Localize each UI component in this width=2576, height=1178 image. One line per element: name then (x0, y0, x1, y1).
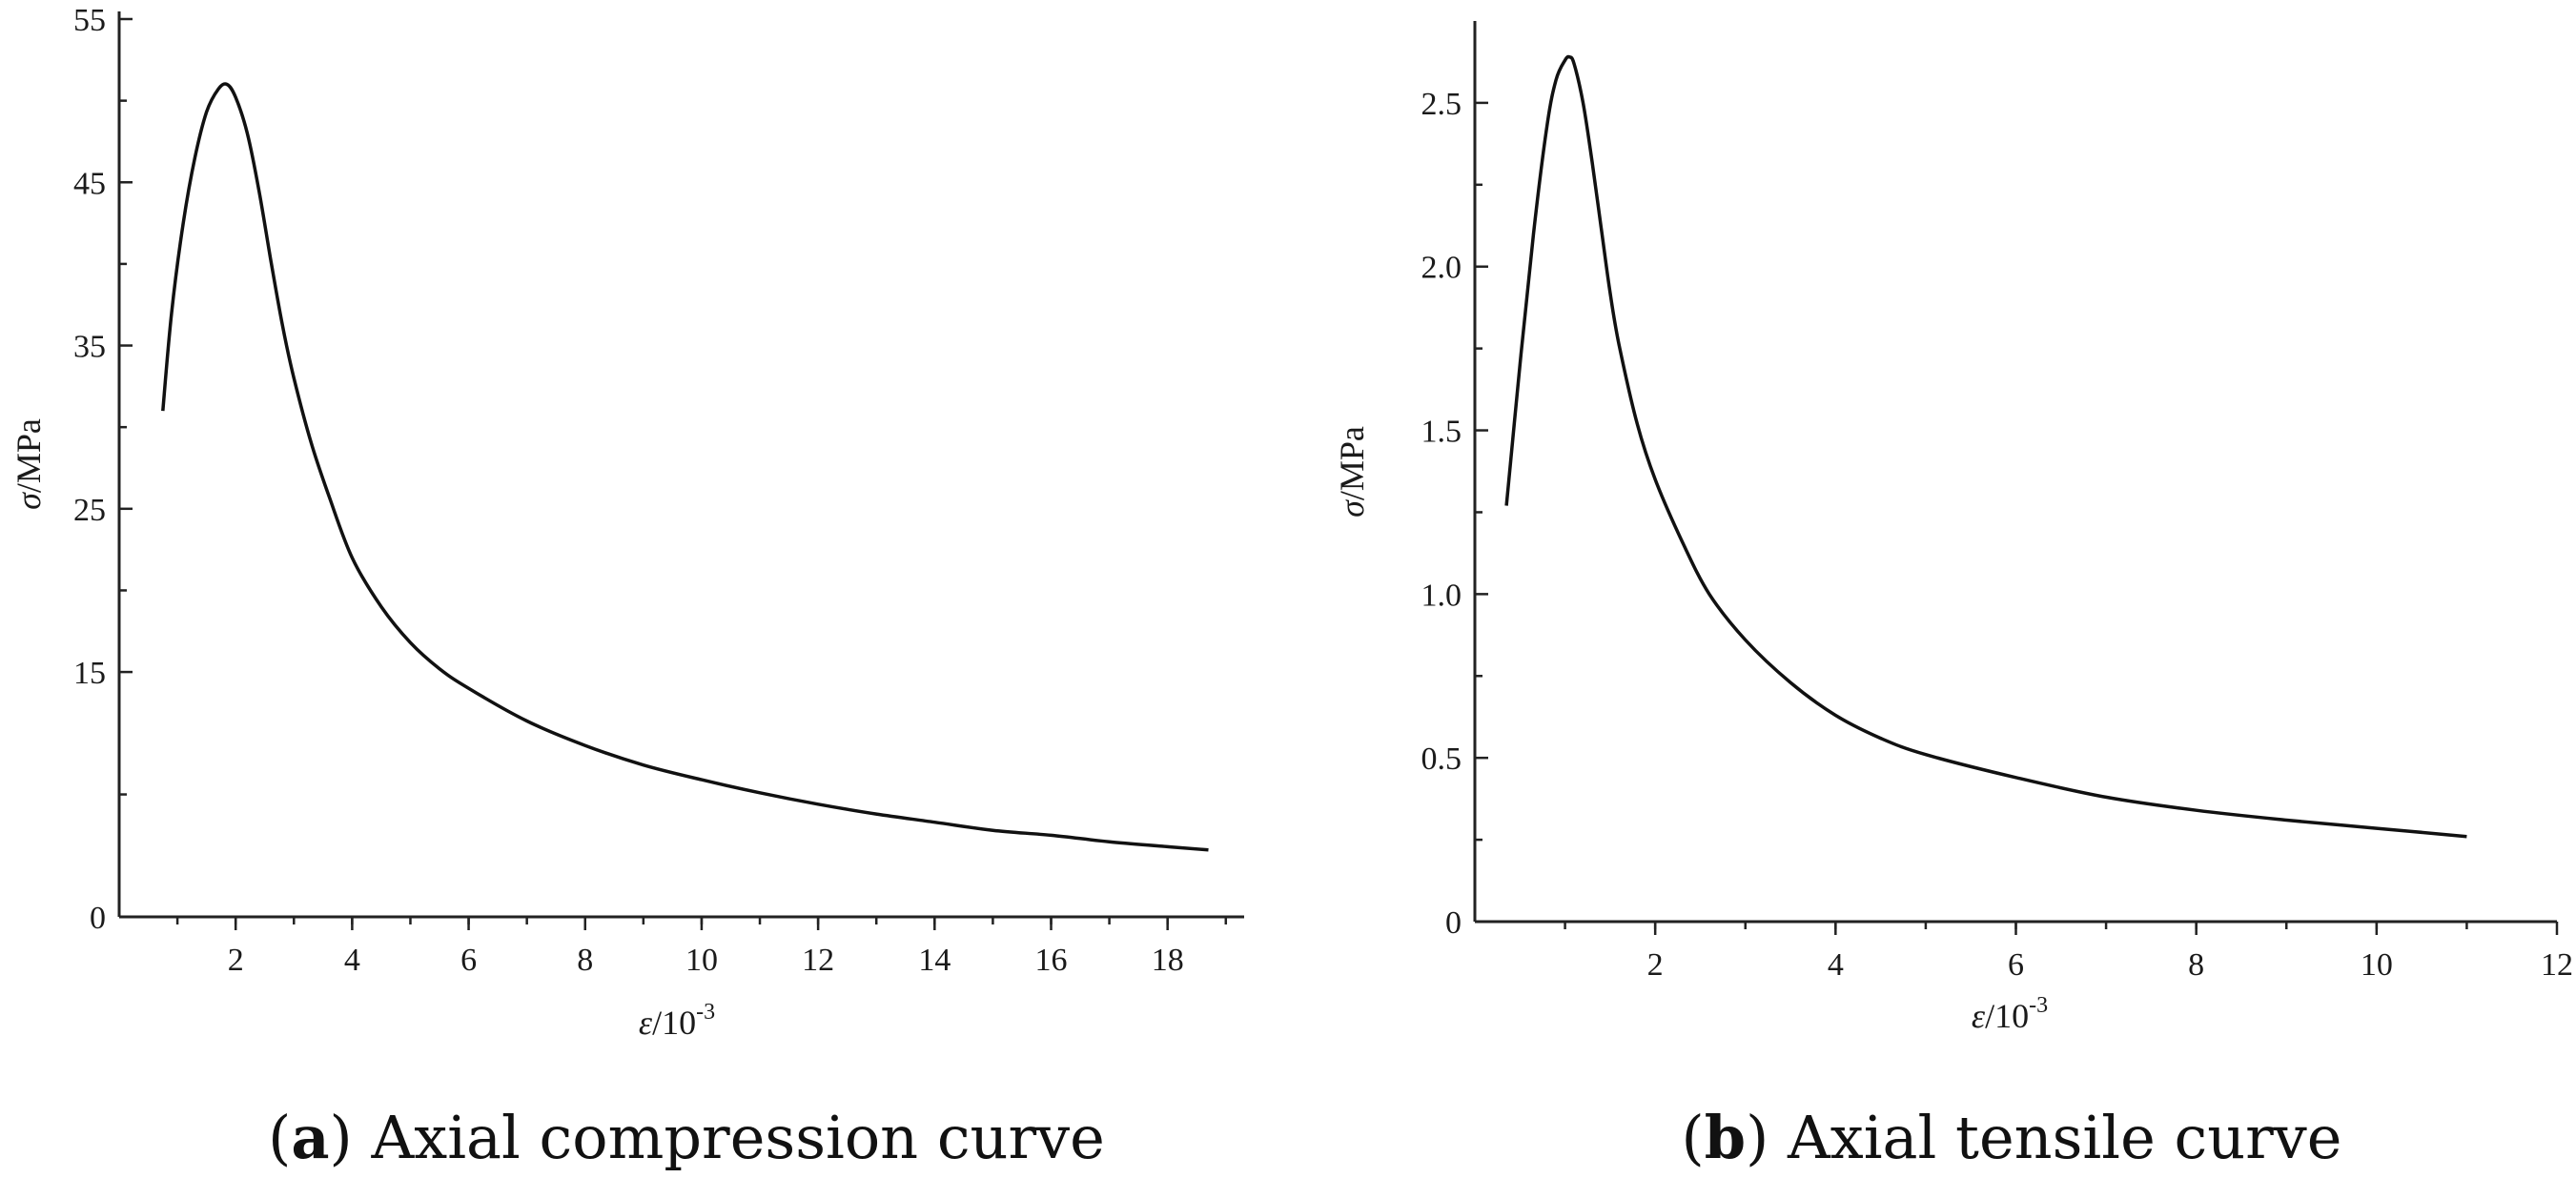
tensile-x-tick-label: 12 (2541, 947, 2573, 983)
compression-x-tick-label: 8 (577, 943, 593, 978)
compression-x-tick-label: 10 (685, 943, 718, 978)
compression-x-tick-label: 2 (228, 943, 244, 978)
tensile-series (1504, 54, 2467, 839)
tensile-y-tick-label: 0 (1445, 905, 1462, 941)
tensile-y-tick-label: 2.5 (1421, 87, 1462, 122)
tensile-y-tick-label: 1.5 (1421, 415, 1462, 450)
tensile-x-tick-label: 2 (1647, 947, 1664, 983)
tensile-y-tick-label: 1.0 (1421, 578, 1462, 613)
compression-y-tick-label: 55 (73, 3, 106, 38)
tensile-x-tick-label: 8 (2188, 947, 2204, 983)
compression-x-tick-label: 16 (1035, 943, 1068, 978)
compression-x-tick-label: 4 (344, 943, 360, 978)
compression-x-tick-label: 6 (460, 943, 477, 978)
compression-y-tick-label: 45 (73, 166, 106, 201)
compression-x-ticks: 2 4 6 8 10 12 14 16 18 (175, 917, 1228, 978)
tensile-y-ticks: 0 0.5 1.0 1.5 2.0 2.5 (1421, 87, 1488, 941)
compression-y-tick-label: 35 (73, 330, 106, 365)
tensile-caption: (b) Axial tensile curve (1682, 1103, 2342, 1172)
compression-curve (161, 82, 1209, 852)
tensile-x-tick-label: 10 (2361, 947, 2393, 983)
tensile-x-axis-title: ε/10-3 (1972, 993, 2048, 1035)
compression-y-tick-label: 25 (73, 493, 106, 528)
compression-x-axis-title: ε/10-3 (639, 1000, 715, 1042)
tensile-chart: 0 0.5 1.0 1.5 2.0 2.5 2 4 6 8 10 12 σ/MPa ε/10-3 (… (1333, 21, 2573, 1172)
tensile-curve (1504, 54, 2467, 839)
compression-x-tick-label: 12 (802, 943, 834, 978)
compression-y-tick-label: 15 (73, 656, 106, 691)
tensile-y-tick-label: 2.0 (1421, 251, 1462, 286)
tensile-y-axis-title: σ/MPa (1333, 426, 1371, 518)
compression-caption: (a) Axial compression curve (268, 1103, 1105, 1172)
compression-y-ticks: 0 15 25 35 45 55 (73, 3, 133, 936)
tensile-y-tick-label: 0.5 (1421, 741, 1462, 777)
compression-y-axis-title: σ/MPa (10, 418, 48, 510)
tensile-x-tick-label: 6 (2008, 947, 2024, 983)
tensile-x-tick-label: 4 (1828, 947, 1844, 983)
compression-series (161, 82, 1209, 852)
compression-x-tick-label: 18 (1152, 943, 1184, 978)
compression-y-tick-label: 0 (90, 901, 106, 936)
compression-x-tick-label: 14 (918, 943, 951, 978)
tensile-x-ticks: 2 4 6 8 10 12 (1564, 922, 2573, 983)
